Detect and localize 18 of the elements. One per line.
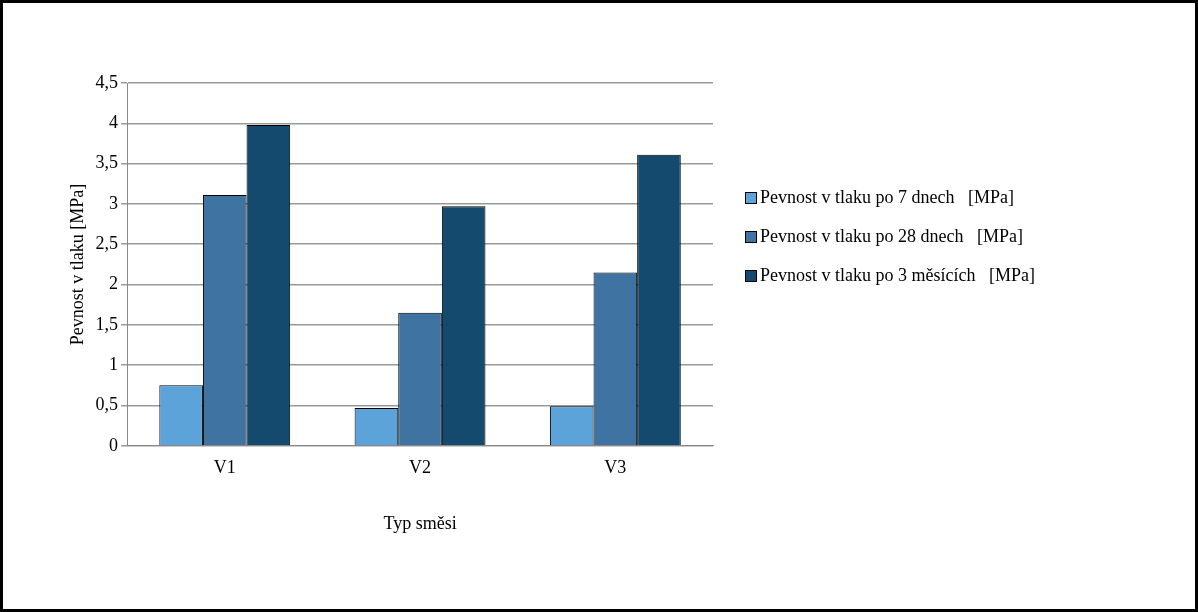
y-tick-label: 3,5 <box>95 152 119 173</box>
legend-label: Pevnost v tlaku po 28 dnech [MPa] <box>760 226 1023 247</box>
y-tick-label: 0 <box>109 434 119 455</box>
y-tick-label: 4 <box>109 112 119 133</box>
y-axis-title: Pevnost v tlaku [MPa] <box>66 183 87 346</box>
y-tick-label: 3 <box>109 192 119 213</box>
y-tick-label: 0,5 <box>95 394 119 415</box>
x-tick-label: V2 <box>409 457 432 478</box>
x-axis-title: Typ směsi <box>383 512 457 533</box>
x-tick-label: V3 <box>604 457 627 478</box>
y-tick-label: 4,5 <box>95 71 119 92</box>
y-tick-label: 2 <box>109 273 119 294</box>
y-tick-label: 2,5 <box>95 232 119 253</box>
legend-label: Pevnost v tlaku po 3 měsících [MPa] <box>760 265 1035 286</box>
legend-label: Pevnost v tlaku po 7 dnech [MPa] <box>760 187 1014 208</box>
y-tick-label: 1 <box>109 353 119 374</box>
y-tick-label: 1,5 <box>95 313 119 334</box>
x-tick-label: V1 <box>213 457 236 478</box>
